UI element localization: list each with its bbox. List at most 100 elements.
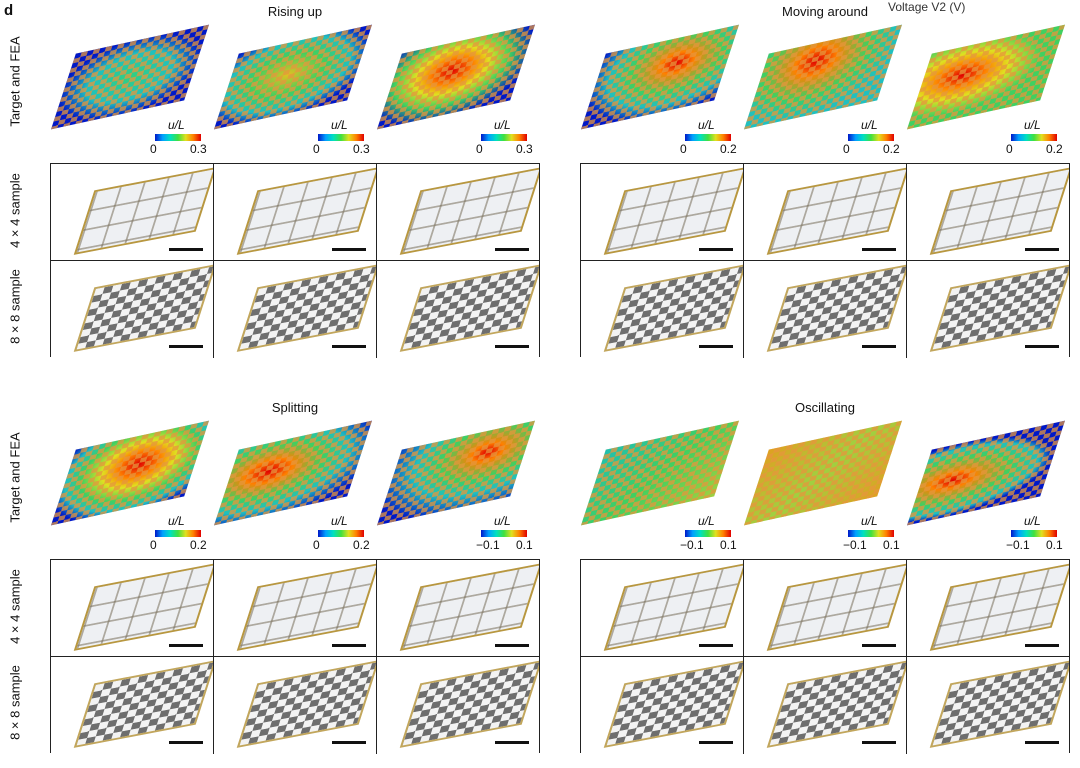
colorbar-min-tick: −0.1 xyxy=(1006,538,1030,552)
fea-surface-plot xyxy=(376,24,536,130)
colorbar-max-tick: 0.3 xyxy=(516,142,533,156)
scale-bar xyxy=(332,345,366,348)
fea-surface-plot xyxy=(50,24,210,130)
colorbar xyxy=(685,134,731,141)
scale-bar xyxy=(332,644,366,647)
colorbar xyxy=(318,134,364,141)
sample-image-s8 xyxy=(907,261,1069,358)
sample-image-s8 xyxy=(907,657,1069,754)
sample-image-s8 xyxy=(377,261,539,358)
colorbar-min-tick: 0 xyxy=(150,538,157,552)
quadrant-2: Splitting Target and FEA 4 × 4 sample 8 × 8… xyxy=(8,396,540,756)
sample-grid xyxy=(580,559,1070,754)
sample-sheet xyxy=(236,167,376,255)
colorbar-min-tick: 0 xyxy=(680,142,687,156)
colorbar xyxy=(318,530,364,537)
sample-sheet xyxy=(766,264,906,352)
colorbar xyxy=(481,134,527,141)
scale-bar xyxy=(495,644,529,647)
sample-sheet xyxy=(929,167,1069,255)
colorbar-max-tick: 0.2 xyxy=(883,142,900,156)
fea-surface-plot xyxy=(906,24,1066,130)
sample-image-s4 xyxy=(51,560,214,657)
quadrant-title: Rising up xyxy=(267,4,323,19)
colorbar-label: u/L xyxy=(331,118,348,132)
scale-bar xyxy=(699,644,733,647)
sample-grid xyxy=(580,163,1070,358)
scale-bar xyxy=(862,644,896,647)
colorbar-max-tick: 0.2 xyxy=(190,538,207,552)
sample-image-s4 xyxy=(377,164,539,261)
sample-image-s4 xyxy=(581,560,744,657)
fea-surface-plot xyxy=(213,420,373,526)
sample-sheet xyxy=(236,264,376,352)
colorbar xyxy=(848,134,894,141)
quadrant-1: Moving around u/L 0 0.2 u/L 0 0.2 u/L 0 0.2 xyxy=(580,0,1070,360)
sample-image-s4 xyxy=(907,164,1069,261)
sample-sheet xyxy=(236,563,376,651)
colorbar-label: u/L xyxy=(861,118,878,132)
fea-surface-plot xyxy=(50,420,210,526)
colorbar xyxy=(155,530,201,537)
row-label-s8: 8 × 8 sample xyxy=(7,665,23,740)
scale-bar xyxy=(332,741,366,744)
sample-sheet xyxy=(73,563,213,651)
sample-image-s8 xyxy=(214,657,377,754)
sample-image-s8 xyxy=(744,657,907,754)
colorbar-max-tick: 0.1 xyxy=(516,538,533,552)
sample-image-s4 xyxy=(377,560,539,657)
sample-sheet xyxy=(603,563,743,651)
fea-surface-plot xyxy=(580,24,740,130)
colorbar xyxy=(848,530,894,537)
fea-surface-plot xyxy=(213,24,373,130)
colorbar-min-tick: 0 xyxy=(150,142,157,156)
sample-sheet xyxy=(929,563,1069,651)
colorbar-min-tick: 0 xyxy=(476,142,483,156)
voltage-axis-label: Voltage V2 (V) xyxy=(888,0,966,14)
scale-bar xyxy=(1025,345,1059,348)
sample-sheet xyxy=(766,167,906,255)
sample-image-s8 xyxy=(51,261,214,358)
colorbar-label: u/L xyxy=(168,118,185,132)
colorbar-max-tick: 0.3 xyxy=(190,142,207,156)
sample-sheet xyxy=(766,563,906,651)
scale-bar xyxy=(699,345,733,348)
sample-image-s4 xyxy=(744,560,907,657)
colorbar-max-tick: 0.2 xyxy=(720,142,737,156)
colorbar xyxy=(685,530,731,537)
sample-image-s8 xyxy=(581,261,744,358)
colorbar-min-tick: −0.1 xyxy=(476,538,500,552)
sample-image-s4 xyxy=(214,560,377,657)
scale-bar xyxy=(169,248,203,251)
colorbar-max-tick: 0.3 xyxy=(353,142,370,156)
panel-letter: d xyxy=(4,2,14,19)
scale-bar xyxy=(495,741,529,744)
scale-bar xyxy=(699,741,733,744)
colorbar xyxy=(1011,530,1057,537)
colorbar-min-tick: 0 xyxy=(843,142,850,156)
sample-sheet xyxy=(399,167,539,255)
sample-image-s4 xyxy=(744,164,907,261)
scale-bar xyxy=(169,741,203,744)
colorbar-label: u/L xyxy=(494,118,511,132)
sample-sheet xyxy=(399,563,539,651)
colorbar-min-tick: 0 xyxy=(1006,142,1013,156)
colorbar-label: u/L xyxy=(1024,118,1041,132)
colorbar-label: u/L xyxy=(861,514,878,528)
colorbar-max-tick: 0.2 xyxy=(1046,142,1063,156)
fea-surface-plot xyxy=(580,420,740,526)
colorbar-label: u/L xyxy=(331,514,348,528)
sample-sheet xyxy=(603,660,743,748)
scale-bar xyxy=(332,248,366,251)
sample-image-s4 xyxy=(214,164,377,261)
sample-grid xyxy=(50,559,540,754)
scale-bar xyxy=(1025,644,1059,647)
row-label-fea: Target and FEA xyxy=(7,36,23,127)
sample-image-s8 xyxy=(744,261,907,358)
scale-bar xyxy=(1025,248,1059,251)
colorbar xyxy=(481,530,527,537)
row-label-s4: 4 × 4 sample xyxy=(7,173,23,248)
fea-surface-plot xyxy=(376,420,536,526)
scale-bar xyxy=(169,345,203,348)
